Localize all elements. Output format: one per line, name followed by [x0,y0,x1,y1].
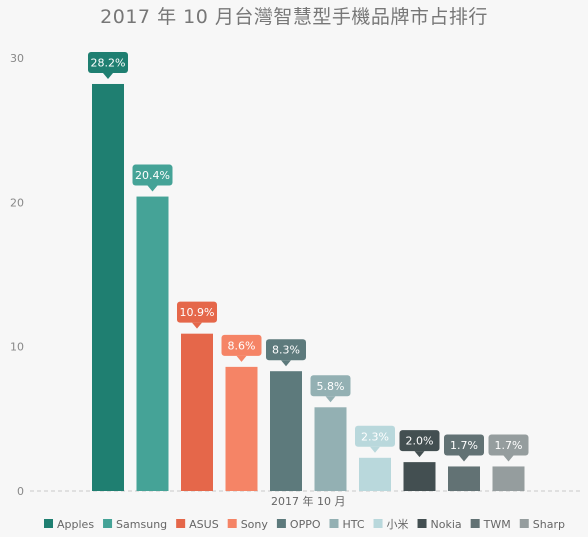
data-label: 1.7% [450,439,478,452]
data-label: 10.9% [180,306,215,319]
legend-swatch [103,519,113,528]
data-label-pointer [325,396,336,403]
legend-item-label[interactable]: TWM [483,518,511,531]
legend-swatch [227,519,237,528]
data-label-pointer [281,360,291,367]
data-label-bubble [132,164,173,186]
data-label: 2.3% [361,430,389,443]
legend-swatch [519,519,529,528]
legend-item-label[interactable]: Sony [241,518,269,531]
data-label: 20.4% [135,169,170,182]
bar-7 [359,457,391,491]
legend-swatch [417,519,427,528]
data-label-bubble [310,375,351,397]
legend-item-label[interactable]: Nokia [431,518,462,531]
y-tick-label: 30 [10,52,24,65]
data-label-pointer [459,455,469,462]
bar-1 [92,83,124,491]
data-label-pointer [103,72,113,79]
data-label: 5.8% [317,380,345,393]
data-label-bubble [221,334,262,356]
data-label-pointer [236,355,247,362]
data-label: 8.3% [272,344,300,357]
data-label-bubble [444,434,484,456]
data-label: 28.2% [91,56,126,69]
legend-item-label[interactable]: 小米 [387,518,409,531]
data-label-bubble [177,301,217,323]
chart-title: 2017 年 10 月台灣智慧型手機品牌市占排行 [100,6,488,28]
legend-item-label[interactable]: HTC [343,518,365,531]
bar-2 [136,196,169,491]
legend-swatch [176,519,186,528]
y-tick-label: 0 [17,485,24,498]
data-label-bubble [399,430,440,452]
data-label: 8.6% [228,339,256,352]
y-tick-label: 20 [10,196,24,209]
legend-swatch [373,519,383,528]
legend-swatch [470,519,480,528]
data-label: 1.7% [495,439,523,452]
data-label-pointer [503,455,514,462]
data-label-bubble [488,434,529,456]
data-label-pointer [192,322,202,329]
data-label: 2.0% [406,435,434,448]
legend-swatch [44,519,53,528]
data-label-pointer [147,185,158,192]
bar-6 [314,407,347,491]
bar-9 [448,466,480,491]
legend-item-label[interactable]: Apples [57,518,94,531]
legend-item-label[interactable]: OPPO [290,518,321,531]
bar-5 [270,371,302,491]
bar-10 [492,466,525,491]
x-category-label: 2017 年 10 月 [271,494,345,508]
bar-3 [181,333,213,491]
data-label-bubble [88,51,128,73]
data-label-bubble [355,425,395,447]
legend-swatch [276,519,286,528]
data-label-pointer [370,446,380,453]
data-label-bubble [266,339,306,361]
data-label-pointer [414,451,425,458]
legend-item-label[interactable]: Samsung [116,518,167,531]
y-tick-label: 10 [10,341,24,354]
bar-8 [403,462,436,491]
bar-4 [225,366,258,491]
legend-item-label[interactable]: ASUS [189,518,219,531]
legend-swatch [329,519,339,528]
legend-item-label[interactable]: Sharp [533,518,565,531]
